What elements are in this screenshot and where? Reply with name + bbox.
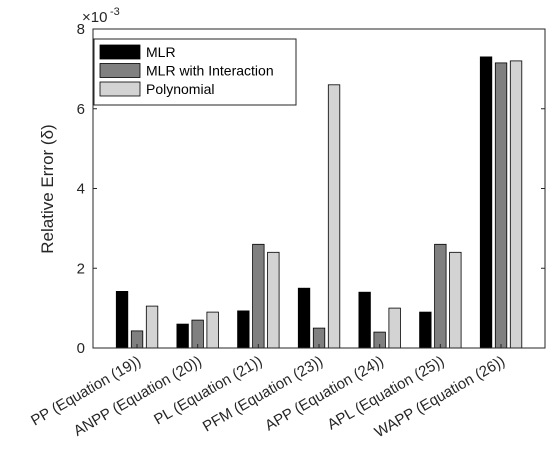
bar-2-7 bbox=[494, 62, 508, 349]
bar-3-5 bbox=[388, 307, 401, 349]
y-tick-label: 2 bbox=[77, 260, 85, 277]
bar-1-1 bbox=[115, 290, 129, 349]
y-exponent-base: ×10 bbox=[82, 9, 107, 26]
y-tick-label: 4 bbox=[77, 181, 85, 198]
y-tick-label: 0 bbox=[77, 340, 85, 357]
bar-1-7 bbox=[479, 56, 493, 349]
bar-3-2 bbox=[206, 311, 219, 349]
bar-3-1 bbox=[145, 305, 159, 349]
legend: MLR MLR with Interaction Polynomial bbox=[93, 38, 297, 106]
legend-swatch bbox=[99, 63, 141, 78]
legend-swatch bbox=[99, 81, 141, 97]
bar-3-4 bbox=[327, 84, 341, 349]
bar-1-6 bbox=[419, 311, 432, 349]
legend-label: MLR with Interaction bbox=[146, 63, 274, 79]
bar-2-6 bbox=[434, 243, 447, 349]
bar-2-3 bbox=[252, 243, 265, 349]
bar-3-6 bbox=[449, 251, 462, 349]
bar-3-3 bbox=[267, 251, 280, 349]
bar-1-4 bbox=[297, 287, 311, 349]
bar-3-7 bbox=[509, 60, 523, 349]
y-axis-label: Relative Error (δ) bbox=[38, 124, 57, 253]
bar-1-5 bbox=[358, 291, 371, 349]
bar-1-2 bbox=[176, 323, 189, 349]
legend-swatch bbox=[99, 44, 141, 60]
y-tick-label: 6 bbox=[77, 101, 85, 118]
legend-label: Polynomial bbox=[146, 81, 214, 97]
bar-1-3 bbox=[237, 310, 250, 349]
legend-label: MLR bbox=[146, 44, 176, 60]
y-tick-label: 8 bbox=[77, 21, 85, 38]
bar-2-2 bbox=[191, 319, 204, 349]
y-exponent: ×10 -3 bbox=[82, 6, 120, 26]
y-exponent-power: -3 bbox=[110, 6, 120, 18]
